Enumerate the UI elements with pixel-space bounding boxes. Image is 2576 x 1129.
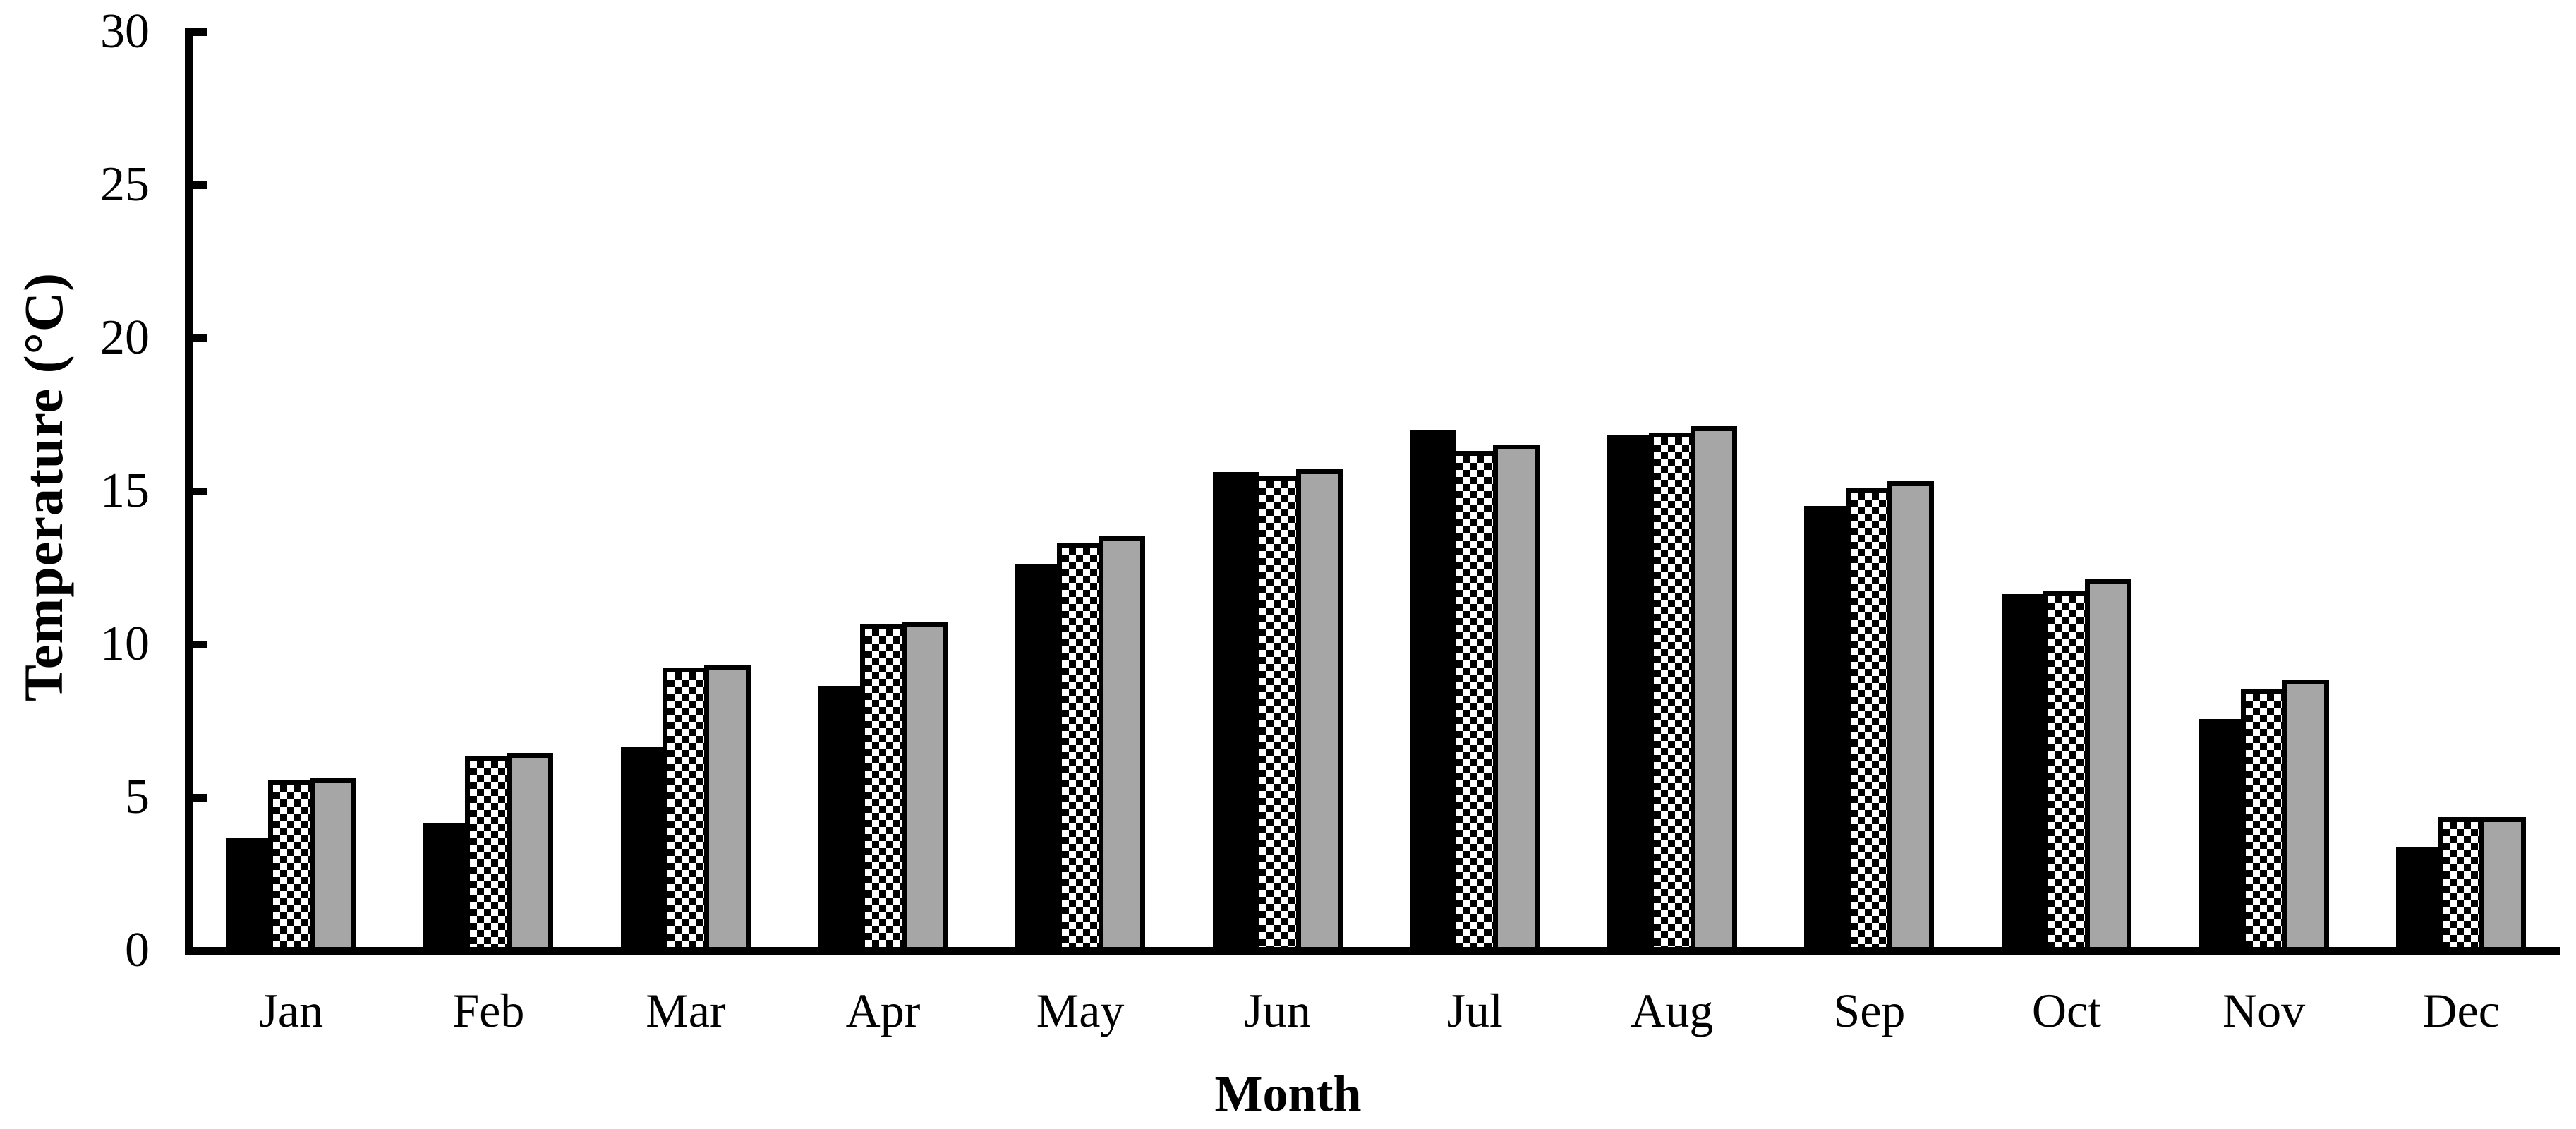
bar-gray-apr bbox=[901, 622, 948, 947]
y-tick-label-5: 5 bbox=[125, 770, 150, 824]
bar-checkered-oct bbox=[2043, 591, 2090, 947]
y-tick-label-30: 30 bbox=[100, 4, 150, 59]
y-tick-mark-30 bbox=[193, 28, 207, 36]
x-tick-label-jun: Jun bbox=[1244, 984, 1311, 1037]
x-tick-label-apr: Apr bbox=[845, 984, 921, 1037]
y-tick-mark-20 bbox=[193, 334, 207, 342]
bar-checkered-feb bbox=[465, 756, 512, 947]
x-tick-label-feb: Feb bbox=[452, 984, 525, 1037]
bar-group-dec bbox=[2362, 817, 2560, 947]
bar-checkered-nov bbox=[2240, 689, 2287, 947]
y-tick-mark-10 bbox=[193, 641, 207, 648]
bar-group-nov bbox=[2165, 680, 2363, 947]
bar-checkered-may bbox=[1057, 543, 1104, 947]
bar-checkered-jul bbox=[1451, 451, 1499, 947]
x-tick-label-sep: Sep bbox=[1833, 984, 1906, 1037]
y-tick-mark-15 bbox=[193, 488, 207, 495]
x-axis-tick-labels: Jan Feb Mar Apr May Jun Jul Aug Sep Oct Nov Dec bbox=[193, 982, 2560, 1039]
y-tick-label-25: 25 bbox=[100, 157, 150, 212]
bar-group-may bbox=[981, 536, 1179, 947]
bar-black-jul bbox=[1410, 430, 1457, 947]
bar-group-jun bbox=[1179, 469, 1377, 947]
bar-black-dec bbox=[2396, 847, 2443, 947]
bar-checkered-aug bbox=[1648, 433, 1695, 947]
x-tick-label-dec: Dec bbox=[2422, 984, 2500, 1037]
bar-group-apr bbox=[785, 622, 982, 947]
y-axis-tick-labels: 0 5 10 15 20 25 30 bbox=[0, 0, 150, 1129]
bar-black-jun bbox=[1212, 472, 1259, 947]
bar-black-aug bbox=[1607, 435, 1654, 947]
x-tick-label-aug: Aug bbox=[1631, 984, 1714, 1037]
bar-group-jan bbox=[193, 778, 390, 947]
plot-area bbox=[193, 32, 2560, 947]
bar-gray-feb bbox=[507, 753, 554, 947]
bar-black-may bbox=[1015, 564, 1063, 947]
bar-gray-oct bbox=[2084, 579, 2131, 947]
bar-gray-dec bbox=[2479, 817, 2527, 947]
bar-group-feb bbox=[390, 753, 588, 947]
bar-checkered-dec bbox=[2438, 817, 2485, 947]
x-tick-label-mar: Mar bbox=[646, 984, 726, 1037]
bar-gray-mar bbox=[703, 665, 751, 947]
bar-black-mar bbox=[620, 747, 667, 947]
x-axis-line bbox=[185, 947, 2560, 955]
bar-black-nov bbox=[2199, 719, 2246, 947]
bar-gray-aug bbox=[1690, 426, 1737, 947]
x-tick-label-nov: Nov bbox=[2223, 984, 2306, 1037]
y-tick-mark-5 bbox=[193, 794, 207, 802]
bar-group-mar bbox=[587, 665, 785, 947]
bar-checkered-mar bbox=[662, 668, 709, 947]
bar-black-sep bbox=[1804, 506, 1851, 947]
bar-checkered-jan bbox=[267, 780, 315, 947]
bar-group-jul bbox=[1376, 430, 1573, 947]
x-axis-title: Month bbox=[1214, 1065, 1362, 1122]
bar-black-feb bbox=[423, 823, 471, 947]
y-tick-mark-25 bbox=[193, 181, 207, 189]
y-tick-label-20: 20 bbox=[100, 310, 150, 365]
bar-gray-sep bbox=[1887, 481, 1935, 947]
y-tick-label-10: 10 bbox=[100, 617, 150, 671]
bar-checkered-apr bbox=[859, 624, 907, 947]
bar-gray-may bbox=[1099, 536, 1146, 947]
bar-black-jan bbox=[226, 838, 273, 947]
bar-checkered-jun bbox=[1254, 476, 1301, 947]
x-tick-label-may: May bbox=[1036, 984, 1125, 1037]
bar-gray-jan bbox=[309, 778, 356, 947]
bar-gray-nov bbox=[2282, 680, 2329, 947]
bar-group-oct bbox=[1968, 579, 2165, 947]
x-tick-label-jul: Jul bbox=[1446, 984, 1503, 1037]
bar-black-apr bbox=[818, 686, 865, 947]
y-tick-label-0: 0 bbox=[125, 923, 150, 977]
y-axis-line bbox=[185, 28, 193, 955]
bar-gray-jul bbox=[1493, 445, 1540, 947]
y-tick-label-15: 15 bbox=[100, 464, 150, 518]
x-tick-label-oct: Oct bbox=[2031, 984, 2102, 1037]
bar-black-oct bbox=[2001, 594, 2048, 947]
bar-group-sep bbox=[1771, 481, 1969, 947]
x-tick-label-jan: Jan bbox=[259, 984, 324, 1037]
bar-group-aug bbox=[1573, 426, 1771, 947]
bar-checkered-sep bbox=[1846, 488, 1893, 947]
bar-gray-jun bbox=[1295, 469, 1343, 947]
